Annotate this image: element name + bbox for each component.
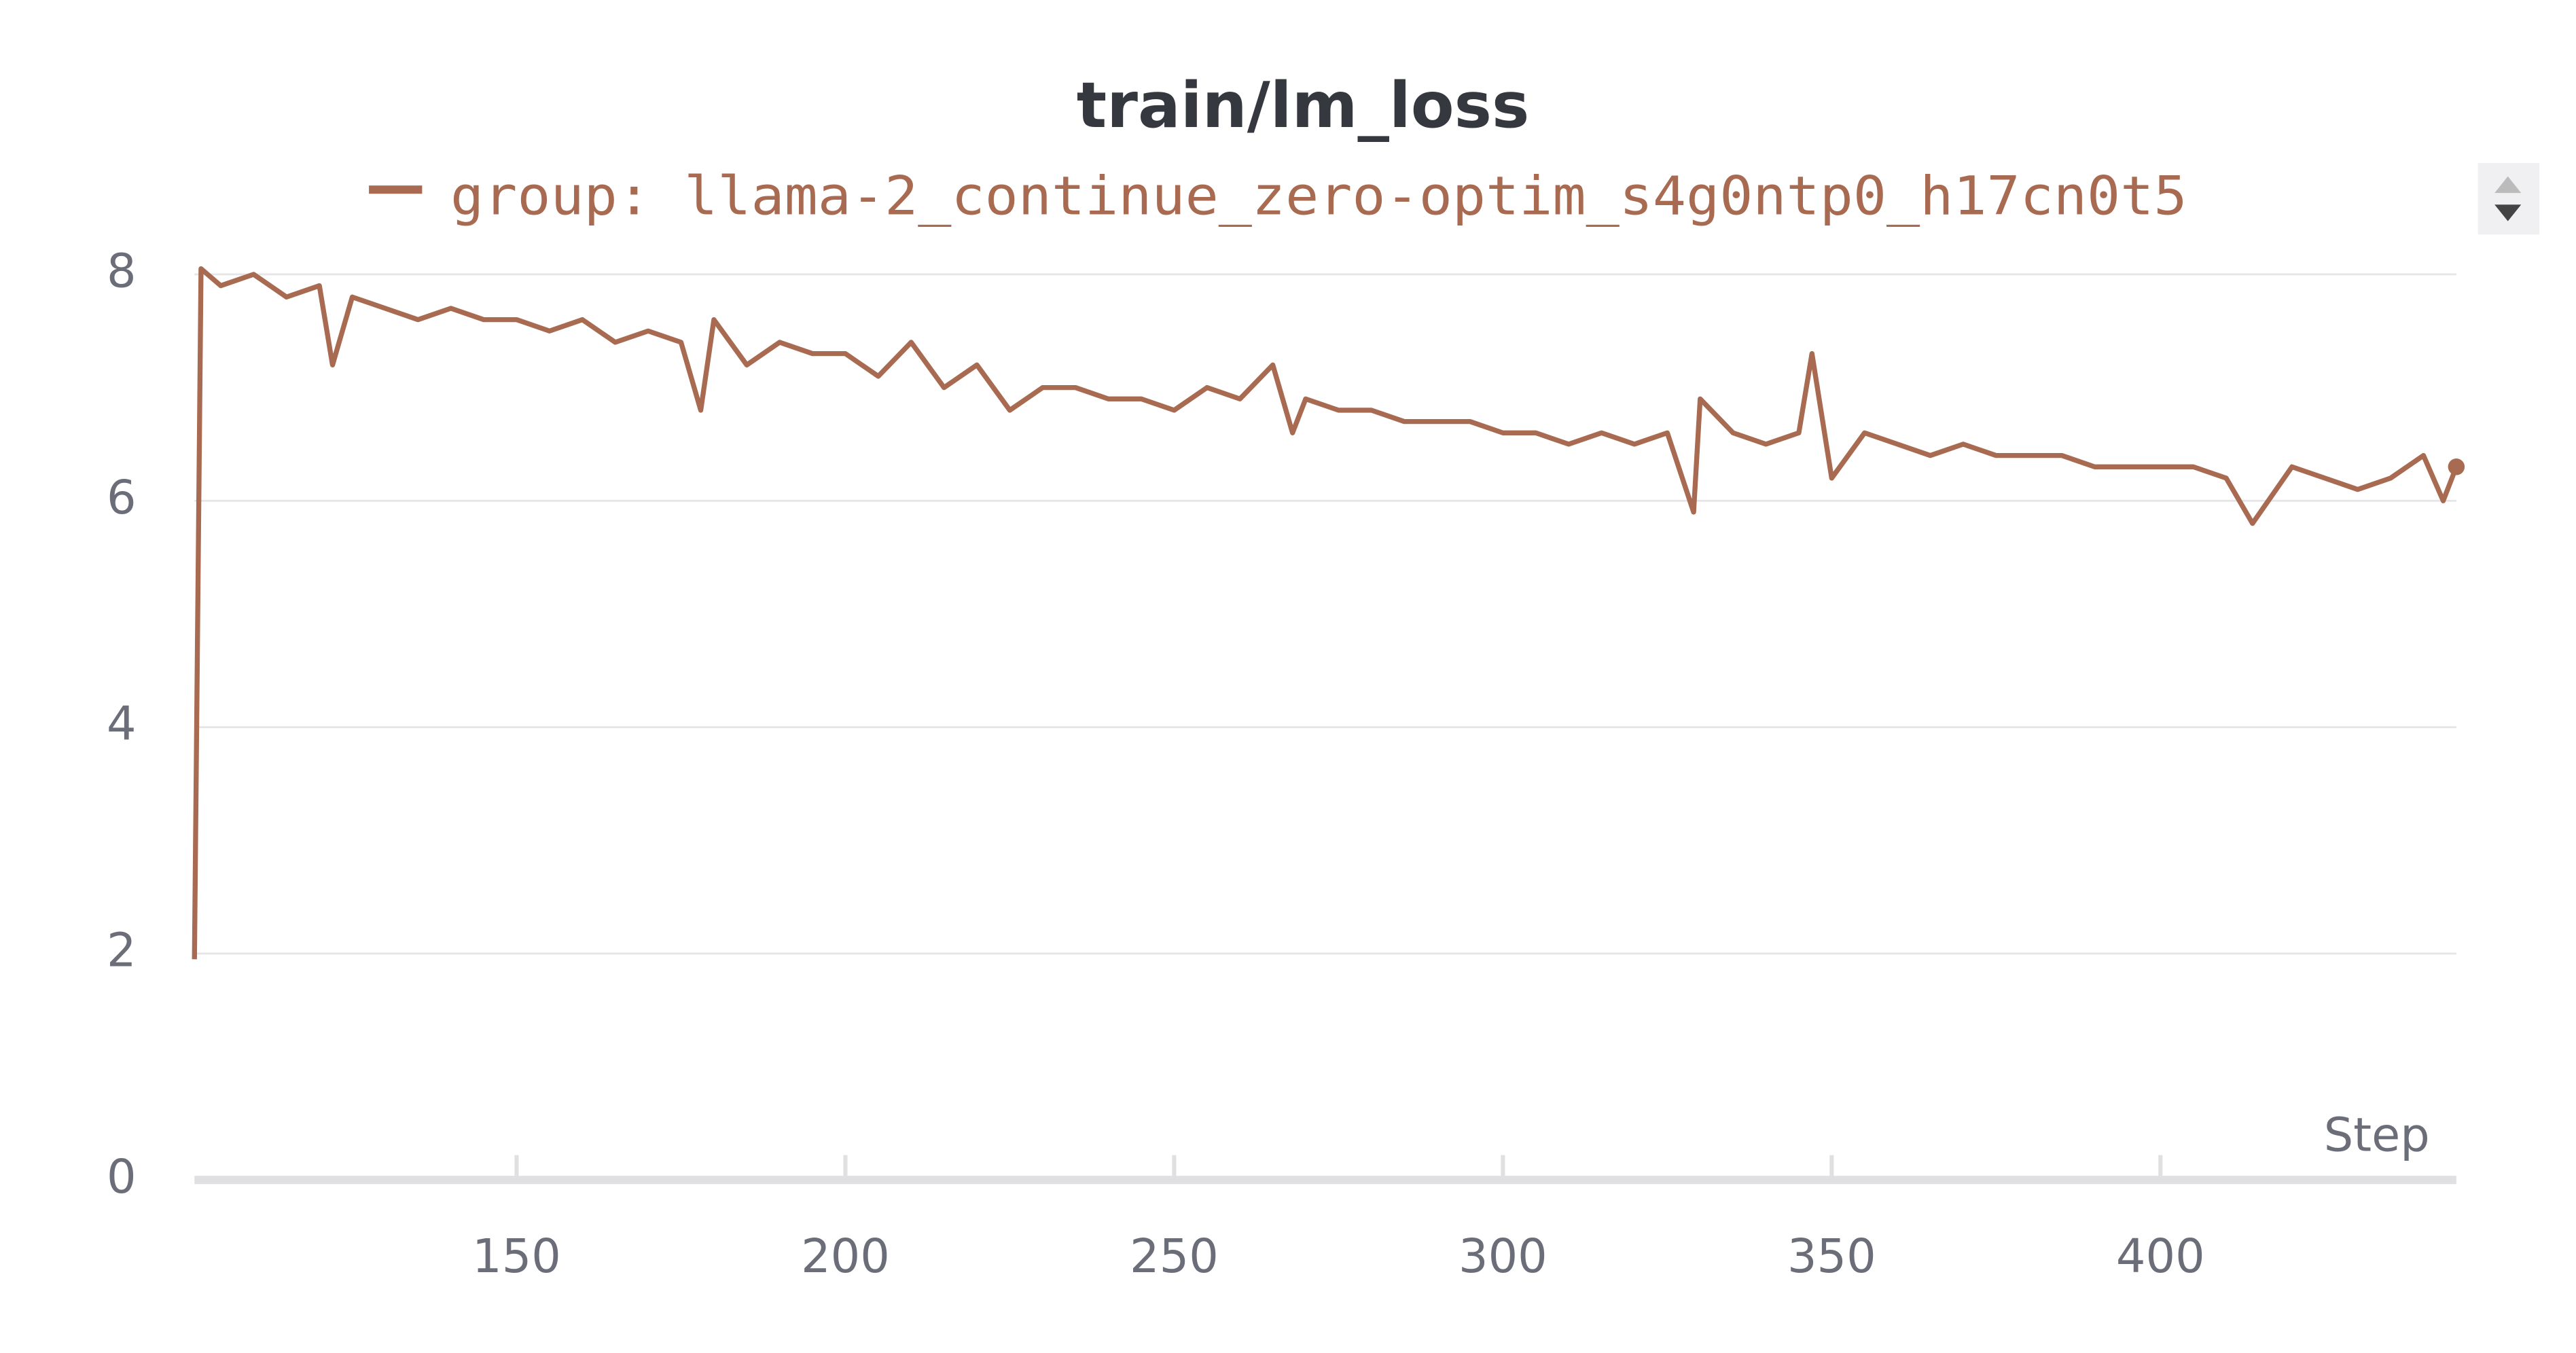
x-tick-label: 200 <box>801 1229 890 1284</box>
scroll-box <box>2477 163 2540 235</box>
legend-entry: group: llama-2_continue_zero-optim_s4g0n… <box>450 165 2187 227</box>
y-tick-label: 4 <box>107 697 137 751</box>
x-tick-label: 250 <box>1130 1229 1219 1284</box>
x-tick-label: 400 <box>2116 1229 2205 1284</box>
chart-title: train/lm_loss <box>1077 69 1530 142</box>
scroll-up[interactable] <box>2494 176 2522 194</box>
y-tick-label: 2 <box>107 923 137 977</box>
x-axis-label: Step <box>2324 1108 2430 1163</box>
x-tick-label: 150 <box>472 1229 561 1284</box>
y-tick-label: 6 <box>107 471 137 525</box>
y-tick-label: 0 <box>107 1150 137 1204</box>
x-tick-label: 300 <box>1459 1229 1548 1284</box>
line <box>192 266 2459 960</box>
end-point <box>2448 458 2465 475</box>
x-tick-label: 350 <box>1787 1229 1876 1284</box>
y-tick-label: 8 <box>107 245 137 299</box>
scroll-down[interactable] <box>2494 204 2522 221</box>
scroll-control[interactable] <box>2477 163 2540 235</box>
